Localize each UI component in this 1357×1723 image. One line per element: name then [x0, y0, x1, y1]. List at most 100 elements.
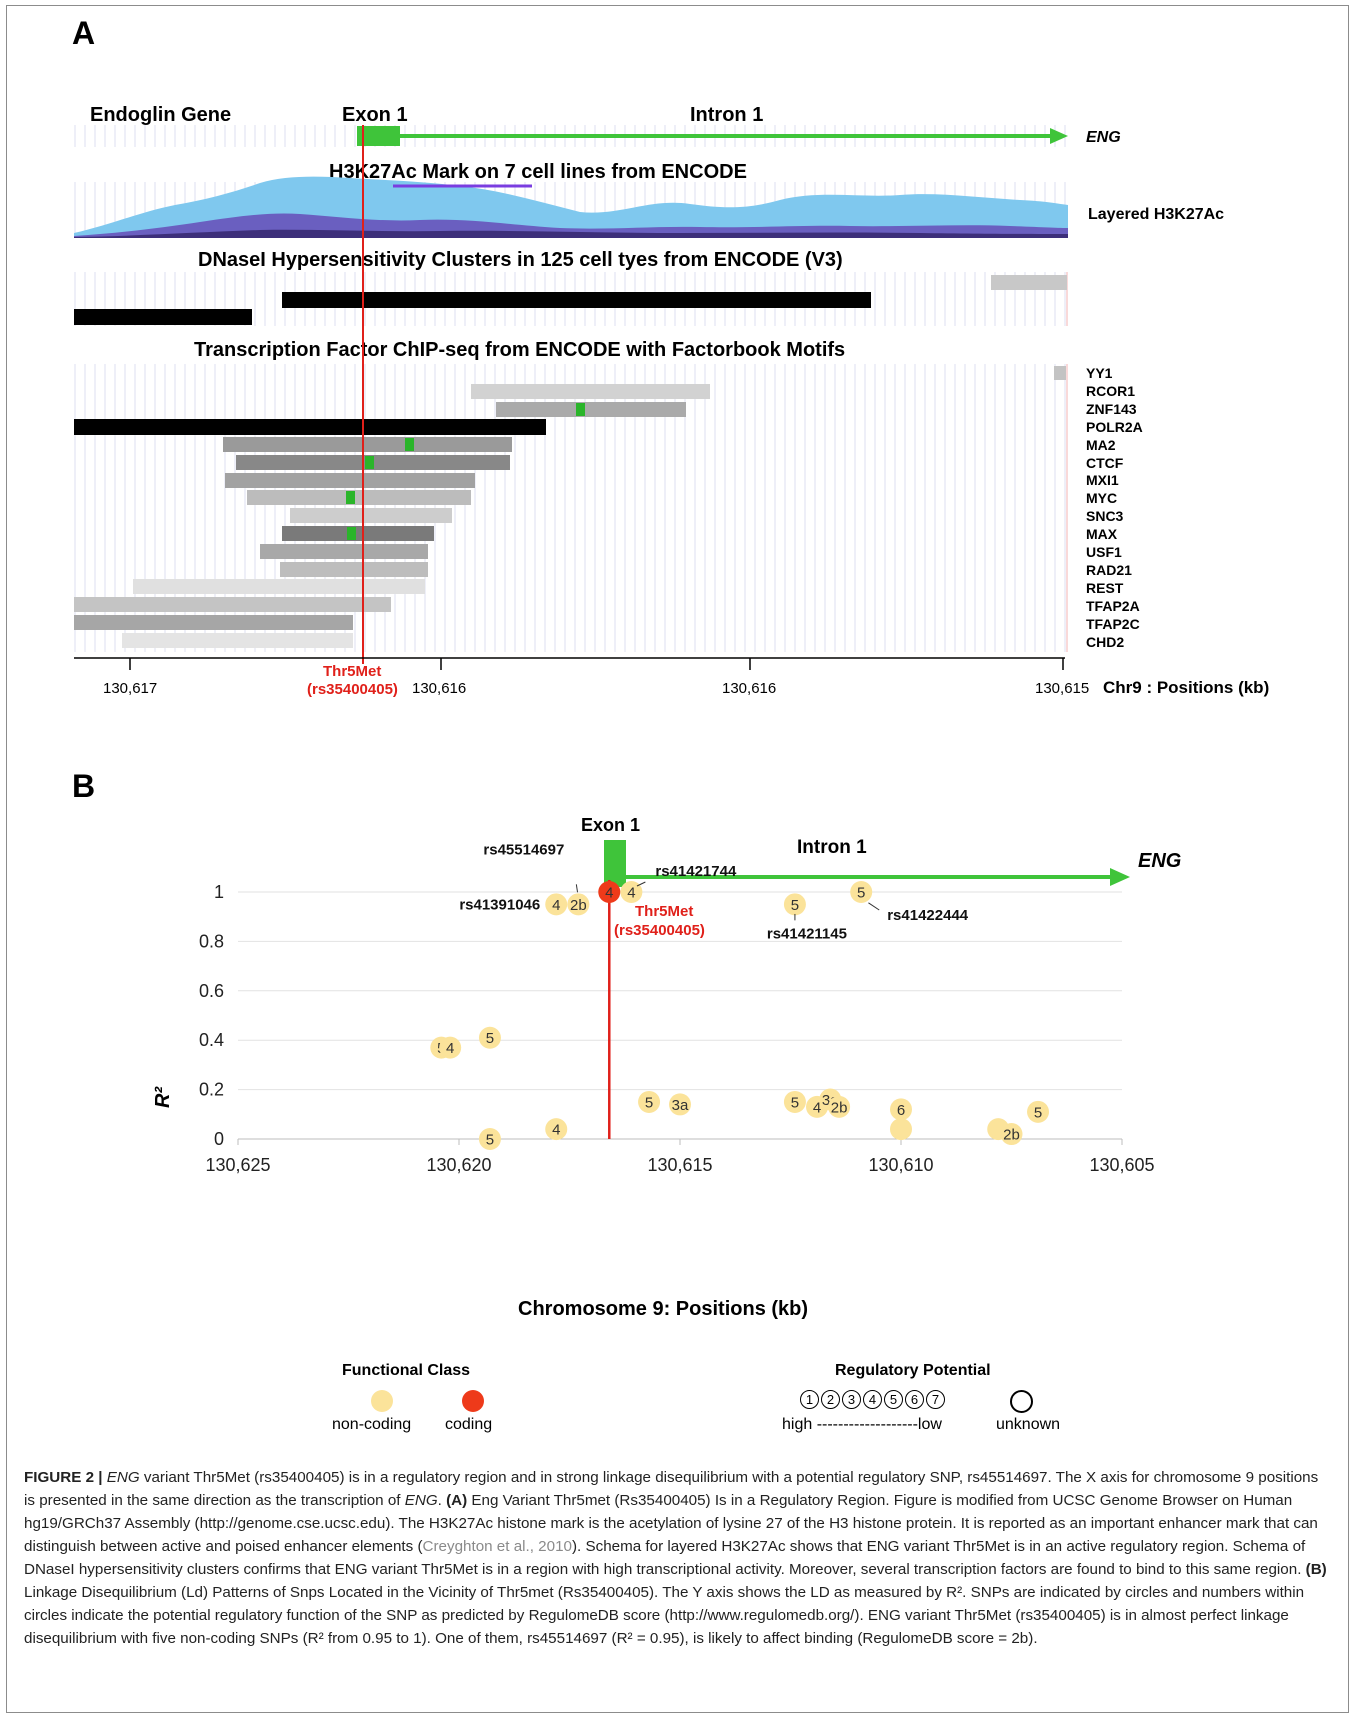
tick-label-a: 130,616	[722, 680, 777, 697]
legend-score-circle: 6	[905, 1390, 924, 1409]
axis-label-a: Chr9 : Positions (kb)	[1103, 678, 1270, 697]
rsid-leader-line	[868, 902, 880, 911]
caption-text: Eng Variant Thr5met (Rs35400405) Is in a…	[24, 1492, 1318, 1555]
legend-noncoding-label: non-coding	[332, 1416, 412, 1433]
rsid-label: rs41391046	[459, 896, 540, 913]
snp-score-label: 4	[552, 897, 560, 914]
panel-b-letter: B	[72, 768, 96, 804]
caption-reference-link[interactable]: Creyghton et al., 2010	[422, 1538, 572, 1555]
noncoding-snp-circle	[783, 893, 806, 916]
rsid-label: rs45514697	[483, 841, 564, 858]
tf-bar-max	[282, 526, 434, 541]
tf-bar-tfap2a	[74, 597, 391, 612]
gene-direction-arrow-b	[1110, 868, 1130, 886]
variant-label-b-1: Thr5Met	[635, 903, 694, 920]
h3k27ac-layer-dark	[74, 229, 1068, 238]
variant-label-b-2: (rs35400405)	[614, 922, 705, 939]
x-tick-label: 130,610	[868, 1155, 933, 1175]
noncoding-snp-circle	[1027, 1100, 1050, 1123]
legend-regulatory-title: Regulatory Potential	[835, 1362, 991, 1379]
legend-coding-swatch	[462, 1390, 484, 1412]
tf-name: ZNF143	[1086, 400, 1137, 417]
tf-bar-yy1	[1054, 366, 1066, 380]
snp-point	[890, 1118, 912, 1141]
noncoding-snp-circle	[1000, 1123, 1023, 1146]
x-tick-label: 130,615	[647, 1155, 712, 1175]
ld-scatter-chart: 0 0.2 0.4 0.6 0.8 1 130,625 130,620 130,615 130,6…	[199, 840, 1155, 1175]
legend-score-circle: 3	[842, 1390, 861, 1409]
snp-point: 2b	[1000, 1123, 1023, 1146]
snp-score-label: 5	[486, 1030, 494, 1047]
motif-marker	[347, 527, 356, 540]
legend-unknown-swatch	[1010, 1390, 1033, 1413]
caption-panel-a: (A)	[446, 1492, 468, 1509]
rsid-leader-line	[575, 884, 579, 893]
snp-point: 4	[439, 1036, 462, 1059]
tf-name: TFAP2A	[1086, 597, 1140, 614]
tf-bar-rcor1	[471, 384, 710, 399]
y-tick-label: 0	[214, 1129, 224, 1149]
snp-point: 3a	[669, 1093, 691, 1116]
tf-bar-usf1	[260, 544, 428, 559]
intron-label-b: Intron 1	[797, 837, 867, 858]
rsid-label: rs41421744	[655, 863, 737, 880]
x-tick-label: 130,605	[1089, 1155, 1154, 1175]
figure-frame	[6, 5, 1349, 1713]
exon-block	[357, 126, 400, 146]
snp-point: 4	[545, 1118, 568, 1141]
legend-noncoding-swatch	[371, 1390, 393, 1412]
snp-point: 4	[545, 893, 568, 916]
tf-bar-znf143	[496, 402, 686, 417]
tf-bar-tfap2c	[74, 615, 353, 630]
gene-direction-arrow	[1050, 128, 1068, 144]
tf-name: MXI1	[1086, 472, 1119, 489]
genome-browser-tracks	[74, 125, 1068, 670]
gene-name-b: ENG	[1138, 850, 1182, 872]
caption-text: Linkage Disequilibrium (Ld) Patterns of …	[24, 1584, 1305, 1647]
y-tick-label: 0.8	[199, 931, 224, 951]
snp-point: 4	[598, 881, 621, 903]
tf-title: Transcription Factor ChIP-seq from ENCOD…	[194, 339, 846, 361]
motif-marker	[346, 491, 355, 504]
tf-name: MA2	[1086, 436, 1116, 453]
tf-bar-ma2	[223, 437, 512, 452]
rsid-label: rs41421145	[767, 925, 847, 942]
snp-point: 5	[1027, 1100, 1050, 1123]
caption-figure-number: FIGURE 2 |	[24, 1469, 103, 1486]
h3k27ac-title: H3K27Ac Mark on 7 cell lines from ENCODE	[329, 161, 747, 183]
tf-bar-snc3	[290, 508, 452, 523]
motif-marker	[576, 403, 585, 416]
snp-point: 5	[783, 893, 806, 916]
noncoding-snp-circle	[890, 1118, 912, 1141]
tf-bar-rest	[133, 579, 425, 594]
tf-bar-rad21	[280, 562, 428, 577]
snp-point: 2b	[567, 893, 590, 916]
noncoding-snp-circle	[439, 1036, 462, 1059]
snp-score-label: 5	[1034, 1104, 1042, 1121]
snp-score-label: 2b	[570, 897, 587, 914]
x-tick-label: 130,620	[426, 1155, 491, 1175]
tf-bar-mxi1	[225, 473, 475, 488]
snp-score-label: 4	[627, 885, 635, 902]
snp-score-label: 4	[813, 1099, 821, 1116]
noncoding-snp-circle	[890, 1098, 912, 1121]
tf-name: RAD21	[1086, 561, 1132, 578]
legend-coding-label: coding	[445, 1416, 493, 1433]
noncoding-snp-circle	[545, 893, 568, 916]
noncoding-snp-circle	[567, 893, 590, 916]
tf-name: MAX	[1086, 526, 1118, 543]
snp-score-label: 4	[605, 885, 613, 902]
caption-text: .	[437, 1492, 447, 1509]
snp-score-label: 5	[486, 1132, 494, 1149]
tf-name: MYC	[1086, 490, 1118, 507]
motif-marker	[365, 456, 374, 469]
snp-score-label: 3a	[672, 1097, 689, 1114]
tf-bar-polr2a	[74, 419, 546, 435]
legend-score-circle: 5	[884, 1390, 903, 1409]
legend-score-circle: 1	[800, 1390, 819, 1409]
tf-name: SNC3	[1086, 508, 1124, 525]
legend-unknown-label: unknown	[996, 1416, 1061, 1433]
tf-name: USF1	[1086, 544, 1122, 561]
snp-score-label: 6	[897, 1102, 905, 1119]
legend-functional-title: Functional Class	[342, 1362, 471, 1379]
